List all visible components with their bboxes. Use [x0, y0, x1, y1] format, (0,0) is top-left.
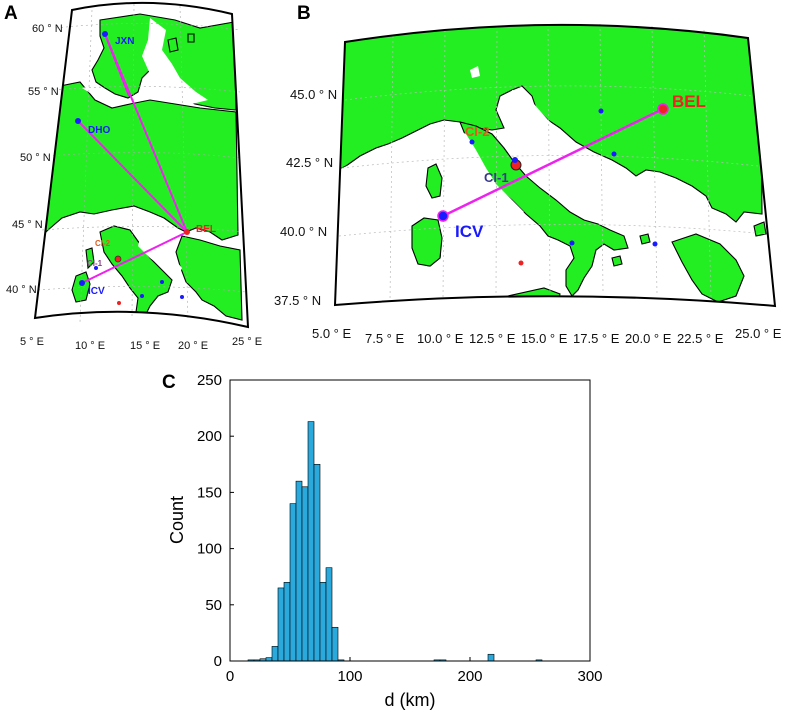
lon-label: 20 ° E [178, 340, 208, 352]
lat-label: 55 ° N [28, 86, 59, 98]
x-tick-label: 100 [337, 668, 362, 685]
station-bel-marker [184, 229, 190, 235]
histogram-bar [289, 503, 297, 662]
blue-dot-marker [611, 151, 617, 157]
x-tick-label: 0 [226, 668, 234, 685]
station-bel-label: BEL [672, 92, 706, 111]
station-ci1-label: CI-1 [87, 259, 103, 268]
panel-b-letter: B [297, 3, 311, 24]
panel-b: B [274, 3, 782, 346]
lat-label: 60 ° N [32, 23, 63, 35]
lat-label: 45 ° N [12, 219, 43, 231]
red-dot-marker [518, 260, 524, 266]
histogram-bar [277, 587, 285, 662]
panel-b-path [442, 107, 664, 218]
histogram-bar [307, 421, 315, 662]
histogram-bar [283, 582, 291, 662]
y-tick-label: 100 [197, 541, 222, 558]
histogram-bar [313, 463, 321, 662]
y-tick-label: 200 [197, 428, 222, 445]
lat-label: 40.0 ° N [280, 224, 327, 239]
y-axis-title: Count [167, 496, 187, 544]
lon-label: 15.0 ° E [521, 331, 568, 346]
lon-label: 10 ° E [75, 340, 105, 352]
blue-dot-marker [569, 240, 575, 246]
lon-label: 12.5 ° E [469, 331, 516, 346]
lat-label: 50 ° N [20, 152, 51, 164]
lon-label: 10.0 ° E [417, 331, 464, 346]
panel-b-land [337, 24, 767, 307]
panel-a-graticule [37, 3, 247, 323]
blue-dot-marker [598, 108, 604, 114]
x-axis-title: d (km) [385, 690, 436, 710]
y-tick-label: 50 [205, 597, 222, 614]
panel-b-frame [333, 23, 777, 308]
panel-a-stations [75, 31, 190, 305]
histogram-bar [325, 567, 333, 662]
red-dot-marker [117, 301, 121, 305]
lon-label: 25.0 ° E [735, 326, 782, 341]
lon-label: 20.0 ° E [625, 331, 672, 346]
station-icv-marker [437, 210, 449, 222]
station-bel-marker [657, 103, 669, 115]
station-dho-marker [75, 118, 81, 124]
lon-label: 7.5 ° E [365, 331, 404, 346]
y-axis-ticks: 0 50 100 150 200 250 [197, 372, 234, 670]
lat-label: 45.0 ° N [290, 87, 337, 102]
station-jxn-label: JXN [115, 36, 134, 47]
x-tick-label: 300 [577, 668, 602, 685]
station-jxn-marker [102, 31, 108, 37]
panel-a: A [4, 1, 262, 352]
histogram-bar [331, 626, 339, 662]
station-dho-label: DHO [88, 125, 110, 136]
histogram-bar [295, 480, 303, 662]
station-ci1-label: CI-1 [484, 170, 509, 185]
station-ci2-label: CI-2 [95, 239, 111, 248]
station-ci2-label: CI-2 [465, 124, 490, 139]
lat-label: 40 ° N [6, 284, 37, 296]
y-tick-label: 250 [197, 372, 222, 389]
blue-dot-marker [469, 139, 475, 145]
histogram-bar [301, 486, 309, 662]
station-icv-label: ICV [455, 222, 484, 241]
histogram-bar [271, 646, 279, 662]
blue-dot-marker [94, 266, 98, 270]
panel-a-frame [33, 1, 250, 329]
blue-dot-marker [180, 295, 184, 299]
x-tick-label: 200 [457, 668, 482, 685]
station-icv-label: ICV [88, 286, 105, 297]
histogram-bar [319, 582, 327, 662]
blue-dot-marker [160, 280, 164, 284]
panel-b-stations [437, 103, 669, 266]
station-icv-marker [79, 280, 85, 286]
lon-label: 5.0 ° E [312, 326, 351, 341]
panel-b-graticule [338, 23, 767, 303]
lon-label: 15 ° E [130, 340, 160, 352]
y-tick-label: 150 [197, 484, 222, 501]
station-ci-marker [512, 157, 518, 163]
histogram-bar [265, 657, 273, 662]
station-ci-marker [114, 255, 122, 263]
lon-label: 17.5 ° E [573, 331, 620, 346]
histogram-frame [229, 379, 591, 662]
y-tick-label: 0 [214, 653, 222, 670]
lon-label: 25 ° E [232, 336, 262, 348]
lon-label: 5 ° E [20, 336, 44, 348]
x-axis-ticks: 0 100 200 300 [226, 657, 603, 685]
blue-dot-marker [140, 294, 144, 298]
station-bel-label: BEL [196, 224, 216, 235]
panel-c: C 0 100 200 300 0 50 100 150 200 250 d (km) Coun… [162, 372, 603, 710]
blue-dot-marker [652, 241, 658, 247]
panel-a-letter: A [4, 3, 18, 24]
panel-a-land [35, 13, 243, 327]
histogram-bar [487, 653, 495, 662]
lat-label: 42.5 ° N [286, 155, 333, 170]
panel-c-letter: C [162, 372, 176, 393]
lon-label: 22.5 ° E [677, 331, 724, 346]
lat-label: 37.5 ° N [274, 293, 321, 308]
panel-a-paths [77, 33, 188, 284]
